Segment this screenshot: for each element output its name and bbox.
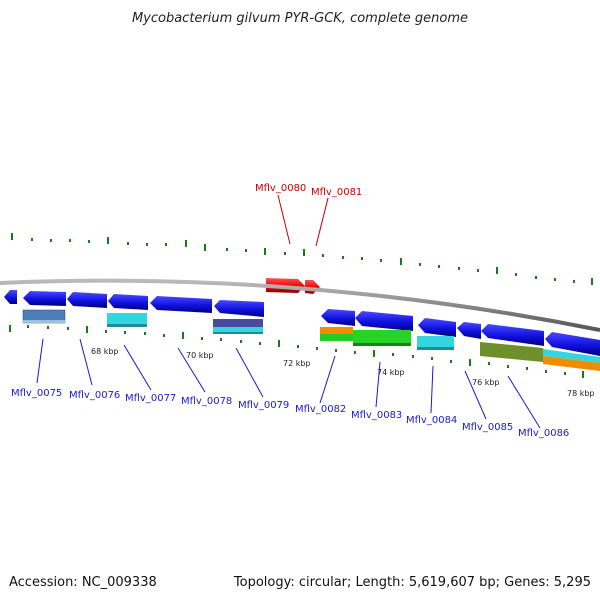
gene-label[interactable]: Mflv_0079: [238, 400, 289, 411]
label-leader-lines: [36, 194, 541, 429]
feature-box-orange-2: [543, 356, 600, 371]
gene-label-highlighted[interactable]: Mflv_0081: [311, 187, 362, 198]
feature-box-olive: [480, 342, 543, 362]
feature-box-green-1: [320, 334, 353, 341]
map-title: Mycobacterium gilvum PYR-GCK, complete g…: [132, 11, 468, 26]
feature-box-cyan-2: [213, 327, 263, 334]
gene-arrow-mflv-0077[interactable]: [108, 294, 148, 310]
gene-arrow-mflv-0082[interactable]: [321, 309, 355, 326]
gene-label[interactable]: Mflv_0086: [518, 428, 569, 439]
gene-arrow-mflv-0079[interactable]: [214, 300, 264, 317]
gene-label[interactable]: Mflv_0078: [181, 396, 232, 407]
gene-arrow-mflv-0084[interactable]: [418, 318, 456, 337]
gene-arrow-mflv-0076[interactable]: [67, 292, 107, 308]
accession-text: Accession: NC_009338: [9, 575, 157, 590]
feature-boxes: [22, 309, 600, 371]
gene-label[interactable]: Mflv_0084: [406, 415, 457, 426]
feature-box-green-2: [353, 330, 411, 346]
gene-label[interactable]: Mflv_0077: [125, 393, 176, 404]
gene-label[interactable]: Mflv_0075: [11, 388, 62, 399]
scale-label: 76 kbp: [472, 378, 500, 387]
genome-backbone: [0, 278, 600, 332]
gene-arrow-mflv-0083[interactable]: [355, 311, 413, 331]
gc-skew-ticks-outer: [11, 233, 593, 285]
gene-label-highlighted[interactable]: Mflv_0080: [255, 183, 306, 194]
gene-arrow-mflv-0086[interactable]: [481, 324, 544, 346]
gene-arrow-mflv-0087[interactable]: [545, 332, 600, 356]
gene-arrows: [4, 290, 600, 356]
scale-label: 78 kbp: [567, 389, 595, 398]
scale-label: 68 kbp: [91, 347, 119, 356]
gene-label[interactable]: Mflv_0083: [351, 410, 402, 421]
gene-arrow-mflv-0075[interactable]: [23, 291, 66, 306]
gene-arrow-mflv-0078[interactable]: [150, 296, 212, 313]
gc-skew-ticks-inner: [9, 325, 584, 378]
gene-arrow-mflv-0074[interactable]: [4, 290, 17, 304]
feature-box-slate: [213, 319, 263, 327]
scale-label: 74 kbp: [377, 368, 405, 377]
scale-labels: 68 kbp 70 kbp 72 kbp 74 kbp 76 kbp 78 kb…: [91, 347, 595, 398]
genome-summary-text: Topology: circular; Length: 5,619,607 bp…: [233, 575, 591, 590]
gene-label[interactable]: Mflv_0085: [462, 422, 513, 433]
feature-box-cyan-3: [417, 336, 454, 350]
scale-label: 70 kbp: [186, 351, 214, 360]
gene-arrow-mflv-0085[interactable]: [457, 322, 481, 339]
scale-label: 72 kbp: [283, 359, 311, 368]
feature-box-orange-1: [320, 327, 353, 334]
gene-labels: Mflv_0080 Mflv_0081 Mflv_0075 Mflv_0076 …: [11, 183, 569, 439]
gene-label[interactable]: Mflv_0082: [295, 404, 346, 415]
feature-box-cyan-1: [107, 313, 147, 327]
gene-label[interactable]: Mflv_0076: [69, 390, 120, 401]
